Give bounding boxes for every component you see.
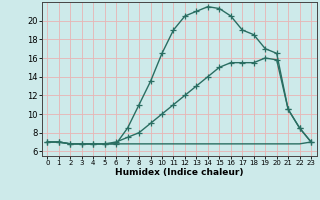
X-axis label: Humidex (Indice chaleur): Humidex (Indice chaleur): [115, 168, 244, 177]
